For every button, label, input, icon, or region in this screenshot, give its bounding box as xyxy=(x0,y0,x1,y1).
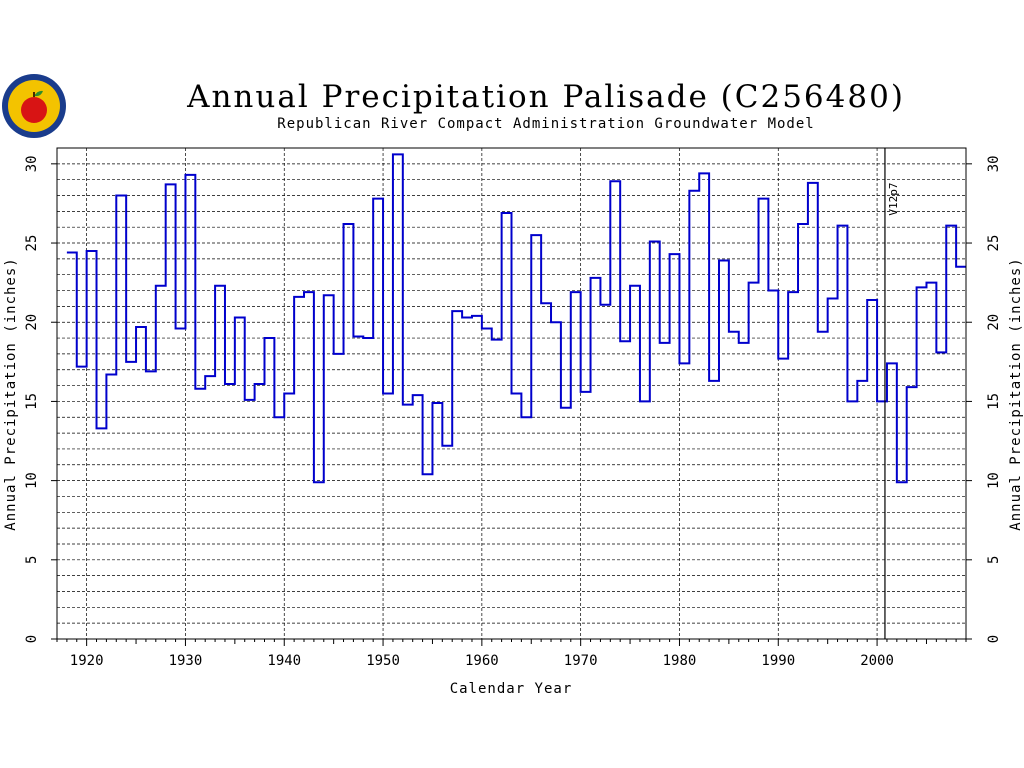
apple-icon xyxy=(21,97,47,123)
precipitation-step-line xyxy=(66,153,966,484)
x-tick-label: 2000 xyxy=(860,653,894,669)
y-tick-label-right: 5 xyxy=(986,556,1002,564)
y-axis-label-left: Annual Precipitation (inches) xyxy=(3,257,19,530)
leaf-icon xyxy=(34,90,43,97)
version-marker-label: V12p7 xyxy=(887,182,900,215)
x-tick-label: 1990 xyxy=(761,653,795,669)
x-tick-label: 1950 xyxy=(366,653,400,669)
agency-seal-logo xyxy=(2,74,66,138)
y-tick-label-left: 5 xyxy=(24,556,40,564)
chart-subtitle: Republican River Compact Administration … xyxy=(277,116,814,132)
y-axis-label-right: Annual Precipitation (inches) xyxy=(1008,257,1024,530)
ticks-layer: 0 0 5 5 10 10 15 15 20 20 25 25 30 30 1920 1930 1940 1950… xyxy=(24,155,1002,669)
y-tick-label-right: 20 xyxy=(986,314,1002,331)
y-tick-label-right: 0 xyxy=(986,635,1002,643)
y-tick-label-right: 10 xyxy=(986,472,1002,489)
y-tick-label-left: 20 xyxy=(24,314,40,331)
x-tick-label: 1970 xyxy=(564,653,598,669)
y-tick-label-left: 25 xyxy=(24,235,40,252)
x-tick-label: 1980 xyxy=(663,653,697,669)
x-tick-label: 1920 xyxy=(70,653,104,669)
y-tick-label-left: 30 xyxy=(24,155,40,172)
x-tick-label: 1930 xyxy=(169,653,203,669)
y-tick-label-left: 15 xyxy=(24,393,40,410)
series-layer xyxy=(66,153,966,484)
y-tick-label-right: 15 xyxy=(986,393,1002,410)
y-tick-label-right: 30 xyxy=(986,155,1002,172)
chart-title: Annual Precipitation Palisade (C256480) xyxy=(186,79,905,115)
y-tick-label-right: 25 xyxy=(986,235,1002,252)
annotation-layer: V12p7 xyxy=(884,148,900,639)
y-tick-label-left: 0 xyxy=(24,635,40,643)
grid-layer xyxy=(57,148,966,639)
x-axis-label: Calendar Year xyxy=(450,681,573,697)
x-tick-label: 1940 xyxy=(267,653,301,669)
x-tick-label: 1960 xyxy=(465,653,499,669)
y-tick-label-left: 10 xyxy=(24,472,40,489)
